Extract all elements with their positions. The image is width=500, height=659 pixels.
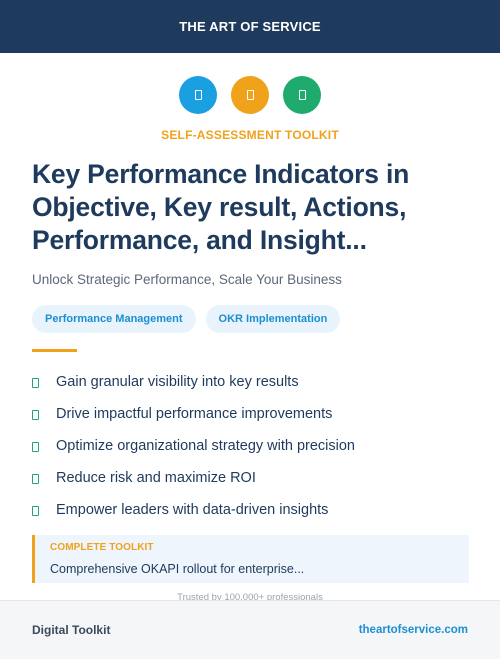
toolkit-callout: COMPLETE TOOLKIT Comprehensive OKAPI rol… xyxy=(32,535,469,583)
header-bar: THE ART OF SERVICE xyxy=(0,0,500,53)
page-title: Key Performance Indicators in Objective,… xyxy=(32,159,410,255)
benefit-text: Reduce risk and maximize ROI xyxy=(56,470,256,486)
website-link[interactable]: theartofservice.com xyxy=(358,624,468,636)
tag-performance-management[interactable]: Performance Management xyxy=(32,305,196,333)
checkbox-icon xyxy=(32,409,39,420)
page-subtitle: Unlock Strategic Performance, Scale Your… xyxy=(32,272,342,287)
checkbox-icon xyxy=(32,441,39,452)
list-item: Drive impactful performance improvements xyxy=(32,398,472,430)
icon-row xyxy=(0,76,500,114)
list-item: Empower leaders with data-driven insight… xyxy=(32,494,472,526)
checkbox-icon xyxy=(32,473,39,484)
benefit-text: Optimize organizational strategy with pr… xyxy=(56,438,355,454)
list-item: Optimize organizational strategy with pr… xyxy=(32,430,472,462)
benefit-text: Gain granular visibility into key result… xyxy=(56,374,299,390)
document-icon xyxy=(179,76,217,114)
eyebrow-label: SELF-ASSESSMENT TOOLKIT xyxy=(161,128,339,142)
trust-line: Trusted by 100,000+ professionals xyxy=(177,592,323,603)
footer-bar: Digital Toolkit theartofservice.com xyxy=(0,600,500,659)
document-icon xyxy=(231,76,269,114)
document-icon xyxy=(283,76,321,114)
list-item: Gain granular visibility into key result… xyxy=(32,366,472,398)
benefit-list: Gain granular visibility into key result… xyxy=(32,366,472,526)
callout-label: COMPLETE TOOLKIT xyxy=(50,542,154,553)
footer-label: Digital Toolkit xyxy=(32,623,111,637)
list-item: Reduce risk and maximize ROI xyxy=(32,462,472,494)
brand-title: THE ART OF SERVICE xyxy=(179,19,321,34)
benefit-text: Empower leaders with data-driven insight… xyxy=(56,502,329,518)
tag-okr-implementation[interactable]: OKR Implementation xyxy=(205,305,341,333)
checkbox-icon xyxy=(32,377,39,388)
tag-list: Performance Management OKR Implementatio… xyxy=(32,305,341,333)
accent-divider xyxy=(32,349,77,352)
checkbox-icon xyxy=(32,505,39,516)
benefit-text: Drive impactful performance improvements xyxy=(56,406,333,422)
callout-text: Comprehensive OKAPI rollout for enterpri… xyxy=(50,562,305,576)
